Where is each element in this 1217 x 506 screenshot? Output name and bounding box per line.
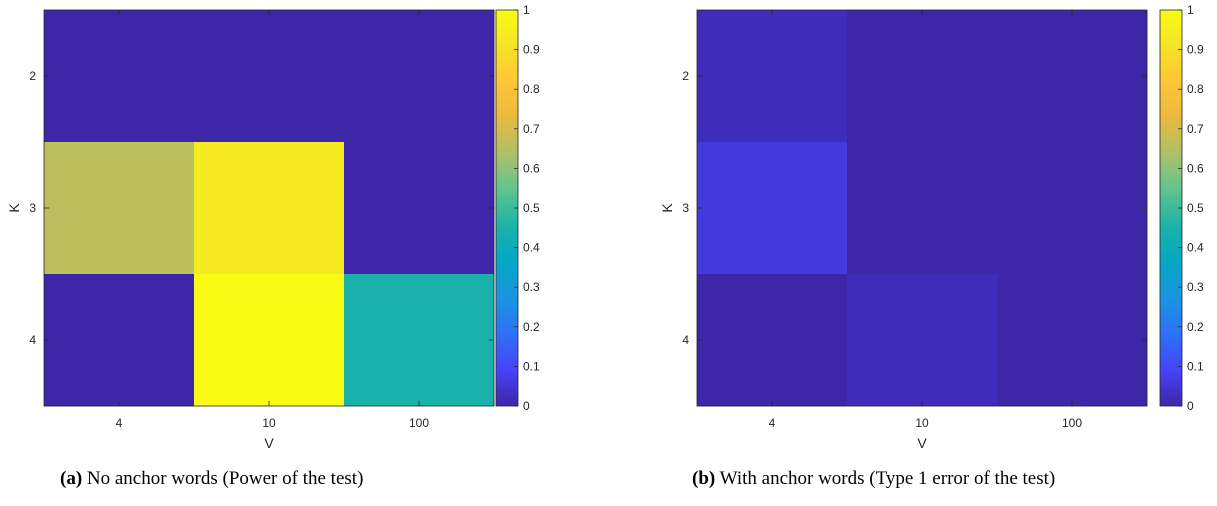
x-tick-label-b-0: 4 xyxy=(769,416,776,430)
colorbar-tick-label-b-8: 0.8 xyxy=(1187,82,1204,96)
x-tick-label-a-2: 100 xyxy=(409,416,429,430)
x-axis-label-a: V xyxy=(264,435,274,451)
y-tick-label-a-1: 3 xyxy=(29,201,36,215)
heatmap-cell-a-r0-c0 xyxy=(44,10,195,143)
heatmap-cell-a-r0-c1 xyxy=(194,10,345,143)
heatmap-panel-b: 4 10 100 2 3 4 V K 0 0.1 0.2 0.3 0.4 0.5 0.6 0.7 0.8 0.9 1 xyxy=(659,3,1204,451)
colorbar-tick-label-b-9: 0.9 xyxy=(1187,43,1204,57)
y-tick-label-a-2: 4 xyxy=(29,333,36,347)
y-tick-label-a-0: 2 xyxy=(29,69,36,83)
colorbar-tick-label-a-8: 0.8 xyxy=(523,82,540,96)
colorbar-tick-label-b-7: 0.7 xyxy=(1187,122,1204,136)
colorbar-tick-label-a-7: 0.7 xyxy=(523,122,540,136)
heatmap-cell-b-r0-c1 xyxy=(847,10,998,143)
x-tick-label-b-2: 100 xyxy=(1062,416,1082,430)
heatmap-cell-a-r1-c2 xyxy=(344,142,495,275)
colorbar-tick-label-b-0: 0 xyxy=(1187,399,1194,413)
colorbar-tick-label-b-4: 0.4 xyxy=(1187,241,1204,255)
caption-b: (b) With anchor words (Type 1 error of t… xyxy=(692,468,1055,490)
y-tick-label-b-2: 4 xyxy=(682,333,689,347)
x-tick-label-a-0: 4 xyxy=(116,416,123,430)
heatmap-cell-a-r2-c0 xyxy=(44,274,195,407)
caption-a: (a) No anchor words (Power of the test) xyxy=(60,468,363,490)
colorbar-tick-label-b-10: 1 xyxy=(1187,3,1194,17)
colorbar-tick-label-b-3: 0.3 xyxy=(1187,280,1204,294)
heatmap-cell-b-r1-c1 xyxy=(847,142,998,275)
colorbar-tick-label-b-5: 0.5 xyxy=(1187,201,1204,215)
heatmap-cell-b-r1-c2 xyxy=(997,142,1148,275)
colorbar-tick-label-a-0: 0 xyxy=(523,399,530,413)
y-axis-label-b: K xyxy=(659,203,675,213)
colorbar-tick-label-a-10: 1 xyxy=(523,3,530,17)
x-axis-label-b: V xyxy=(917,435,927,451)
colorbar-tick-label-b-2: 0.2 xyxy=(1187,320,1204,334)
colorbar-tick-label-a-1: 0.1 xyxy=(523,359,540,373)
heatmap-cell-b-r0-c2 xyxy=(997,10,1148,143)
heatmap-cell-a-r1-c0 xyxy=(44,142,195,275)
colorbar-tick-label-a-9: 0.9 xyxy=(523,43,540,57)
colorbar-tick-label-a-3: 0.3 xyxy=(523,280,540,294)
heatmap-cell-a-r1-c1 xyxy=(194,142,345,275)
heatmap-cell-b-r1-c0 xyxy=(697,142,848,275)
heatmap-cell-b-r0-c0 xyxy=(697,10,848,143)
heatmap-cell-a-r2-c2 xyxy=(344,274,495,407)
caption-a-label: (a) xyxy=(60,468,83,489)
colorbar-tick-label-a-6: 0.6 xyxy=(523,161,540,175)
heatmap-cell-b-r2-c2 xyxy=(997,274,1148,407)
colorbar-tick-label-b-6: 0.6 xyxy=(1187,161,1204,175)
heatmap-cell-b-r2-c1 xyxy=(847,274,998,407)
y-axis-label-a: K xyxy=(6,203,22,213)
heatmap-panel-a: 4 10 100 2 3 4 V K 0 0.1 0.2 0.3 0.4 0.5 0.6 0.7 0.8 0.9 1 xyxy=(6,3,540,451)
caption-b-text: With anchor words (Type 1 error of the t… xyxy=(719,468,1056,489)
x-tick-label-b-1: 10 xyxy=(915,416,929,430)
colorbar-tick-label-b-1: 0.1 xyxy=(1187,359,1204,373)
heatmap-cell-b-r2-c0 xyxy=(697,274,848,407)
caption-a-text: No anchor words (Power of the test) xyxy=(86,468,364,489)
heatmap-cell-a-r0-c2 xyxy=(344,10,495,143)
heatmap-cell-a-r2-c1 xyxy=(194,274,345,407)
y-tick-label-b-0: 2 xyxy=(682,69,689,83)
colorbar-tick-label-a-2: 0.2 xyxy=(523,320,540,334)
colorbar-tick-label-a-4: 0.4 xyxy=(523,241,540,255)
y-tick-label-b-1: 3 xyxy=(682,201,689,215)
caption-b-label: (b) xyxy=(692,468,716,489)
x-tick-label-a-1: 10 xyxy=(262,416,276,430)
colorbar-tick-label-a-5: 0.5 xyxy=(523,201,540,215)
